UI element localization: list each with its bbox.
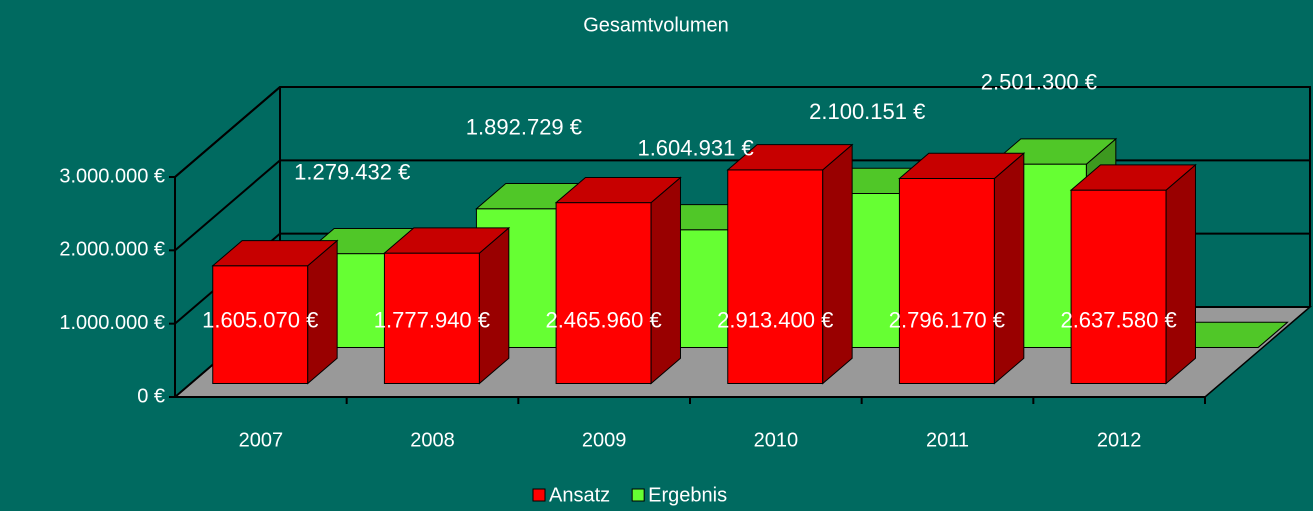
bar-side (1165, 163, 1196, 385)
bar-front (727, 169, 824, 384)
bar-top (726, 144, 854, 171)
y-tick-label: 1.000.000 € (59, 312, 165, 334)
legend-swatch (532, 488, 546, 502)
y-tick-label: 3.000.000 € (59, 165, 165, 187)
data-label: 2.637.580 € (1060, 307, 1176, 332)
data-label: 1.604.931 € (637, 135, 753, 160)
bar-side (650, 176, 681, 385)
bar-front (555, 202, 652, 384)
bar-top (211, 240, 339, 267)
bar-side (478, 226, 510, 385)
data-label: 2.465.960 € (545, 307, 661, 332)
data-label: 1.777.940 € (374, 307, 490, 332)
x-tick-label: 2010 (754, 429, 799, 451)
legend-label: Ergebnis (648, 484, 727, 506)
bar (1069, 163, 1197, 385)
bar-front (898, 177, 995, 384)
x-tick-label: 2009 (582, 429, 627, 451)
bar-top (554, 176, 682, 204)
bar-top (1069, 164, 1197, 191)
data-label: 2.796.170 € (889, 307, 1005, 332)
bar-side (993, 152, 1025, 385)
x-tick-label: 2012 (1097, 429, 1142, 451)
data-label: 2.100.151 € (809, 99, 925, 124)
legend-label: Ansatz (549, 484, 610, 506)
y-tick-label: 0 € (137, 385, 165, 407)
y-tick-label: 2.000.000 € (59, 239, 165, 261)
bar-top (383, 227, 511, 254)
bar (726, 143, 854, 385)
grid-line (174, 86, 1310, 178)
bar (383, 226, 511, 385)
data-label: 1.892.729 € (466, 114, 582, 139)
bar (554, 176, 682, 385)
x-tick-label: 2007 (239, 429, 284, 451)
bar-side (822, 143, 853, 385)
bar-front (1070, 189, 1167, 384)
data-label: 2.501.300 € (981, 70, 1097, 95)
bar (898, 152, 1026, 385)
bar (211, 239, 339, 385)
legend-swatch (631, 488, 645, 502)
data-label: 2.913.400 € (717, 307, 833, 332)
chart-title: Gesamtvolumen (583, 14, 729, 36)
x-tick-label: 2008 (410, 429, 455, 451)
data-label: 1.605.070 € (202, 307, 318, 332)
bar-top (898, 152, 1026, 179)
data-label: 1.279.432 € (294, 159, 410, 184)
x-tick-label: 2011 (926, 429, 969, 451)
